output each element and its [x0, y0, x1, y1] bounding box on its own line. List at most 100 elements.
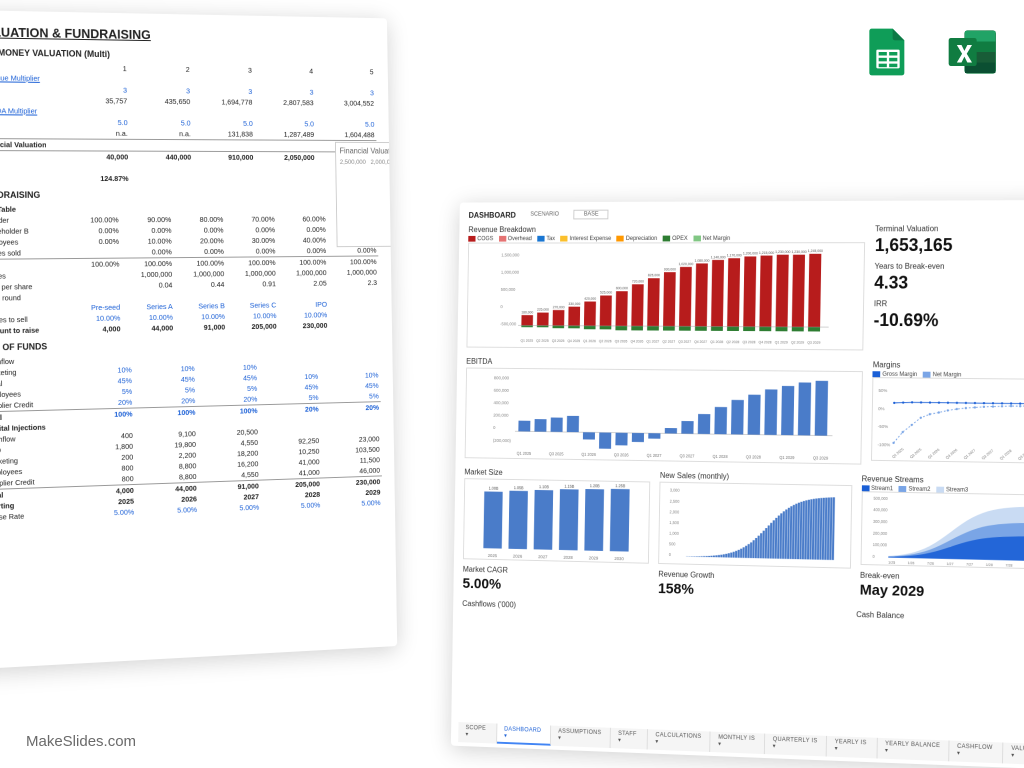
svg-text:2029: 2029 — [589, 555, 599, 560]
tab-monthly-is[interactable]: MONTHLY IS ▾ — [710, 732, 765, 755]
svg-text:420,000: 420,000 — [584, 296, 596, 300]
google-sheets-icon — [860, 24, 916, 85]
svg-text:930,000: 930,000 — [664, 267, 676, 271]
dashboard-spreadsheet: DASHBOARD SCENARIO BASE Revenue Breakdow… — [451, 200, 1024, 768]
svg-text:1,230,000: 1,230,000 — [791, 249, 806, 253]
svg-text:400,000: 400,000 — [873, 507, 888, 512]
svg-text:1/26: 1/26 — [907, 561, 914, 565]
kpi-column: Terminal Valuation1,653,165 Years to Bre… — [873, 224, 1024, 354]
cap-table: Cap Table Founder100.00%90.00%80.00%70.0… — [0, 203, 379, 337]
premoney-table: 12345 Revenue Multiplier 33333 35,757435… — [0, 61, 377, 184]
svg-text:Q3 2026: Q3 2026 — [615, 339, 628, 343]
tab-quarterly-is[interactable]: QUARTERLY IS ▾ — [765, 734, 827, 757]
excel-icon — [944, 24, 1000, 85]
svg-text:Q1 2028: Q1 2028 — [999, 449, 1012, 461]
svg-text:Q1 2027: Q1 2027 — [963, 448, 976, 460]
svg-text:2,500: 2,500 — [670, 498, 680, 503]
svg-text:0: 0 — [872, 554, 875, 559]
svg-text:2028: 2028 — [563, 555, 573, 560]
svg-text:600,000: 600,000 — [494, 388, 510, 393]
svg-text:-50%: -50% — [878, 424, 888, 429]
svg-text:2030: 2030 — [614, 556, 624, 561]
tab-staff[interactable]: STAFF ▾ — [610, 728, 648, 750]
svg-text:Q3 2029: Q3 2029 — [807, 340, 820, 344]
svg-text:600,000: 600,000 — [616, 286, 628, 290]
svg-text:330,000: 330,000 — [568, 302, 580, 306]
tab-yearly-is[interactable]: YEARLY IS ▾ — [827, 736, 878, 759]
svg-text:1,140,000: 1,140,000 — [711, 255, 726, 259]
svg-text:50%: 50% — [879, 388, 888, 393]
svg-text:1,000,000: 1,000,000 — [501, 269, 520, 274]
svg-text:7/27: 7/27 — [966, 563, 973, 567]
svg-text:Q3 2025: Q3 2025 — [910, 448, 923, 460]
tab-assumptions[interactable]: ASSUMPTIONS ▾ — [551, 726, 611, 748]
svg-text:1.20B: 1.20B — [590, 483, 600, 488]
svg-text:Q3 2027: Q3 2027 — [679, 453, 695, 458]
svg-text:400,000: 400,000 — [493, 400, 509, 405]
market-size-chart: 1.00B20251.05B20261.10B20271.15B20281.20… — [463, 478, 651, 564]
new-sales-chart: 3,0002,5002,0001,5001,0005000 — [658, 481, 852, 568]
svg-text:Q3 2025: Q3 2025 — [552, 339, 565, 343]
svg-text:Q4 2025: Q4 2025 — [567, 339, 580, 343]
svg-text:Q1 2027: Q1 2027 — [647, 452, 663, 457]
app-logos — [860, 24, 1000, 85]
svg-text:1.25B: 1.25B — [615, 483, 625, 488]
svg-text:180,000: 180,000 — [521, 310, 533, 314]
market-cagr: 5.00% — [462, 575, 648, 596]
svg-text:Q3 2027: Q3 2027 — [678, 339, 691, 343]
svg-text:1/25: 1/25 — [888, 561, 895, 565]
irr-value: -10.69% — [873, 310, 1024, 332]
svg-text:500,000: 500,000 — [873, 496, 888, 501]
tab-yearly-balance[interactable]: YEARLY BALANCE ▾ — [877, 738, 949, 761]
svg-text:0: 0 — [500, 304, 503, 309]
svg-text:-100%: -100% — [878, 442, 891, 447]
svg-text:2025: 2025 — [488, 553, 498, 558]
years-to-breakeven: 4.33 — [874, 273, 1024, 294]
svg-text:Q1 2025: Q1 2025 — [892, 447, 905, 459]
svg-text:1.15B: 1.15B — [564, 483, 574, 488]
tab-cashflow[interactable]: CASHFLOW ▾ — [949, 741, 1003, 764]
svg-text:Q1 2027: Q1 2027 — [646, 339, 659, 343]
svg-text:Q3 2028: Q3 2028 — [1018, 449, 1024, 461]
sheet-tabs[interactable]: SCOPE ▾DASHBOARD ▾ASSUMPTIONS ▾STAFF ▾CA… — [458, 722, 1024, 765]
svg-text:1,215,000: 1,215,000 — [759, 250, 774, 254]
revenue-multiplier-link[interactable]: Revenue Multiplier — [0, 72, 65, 84]
ebitda-multiplier-link[interactable]: EBITDA Multiplier — [0, 105, 65, 117]
tab-scope[interactable]: SCOPE ▾ — [458, 722, 497, 744]
svg-text:Q4 2026: Q4 2026 — [630, 339, 643, 343]
svg-text:Q3 2025: Q3 2025 — [549, 451, 564, 456]
use-table: CashflowMarketing10%10%10%Legal45%45%45%… — [0, 349, 382, 523]
watermark-text: MakeSlides.com — [26, 733, 136, 750]
svg-text:3,000: 3,000 — [670, 487, 680, 492]
svg-text:Q3 2026: Q3 2026 — [614, 452, 630, 457]
svg-text:1,500,000: 1,500,000 — [501, 252, 520, 257]
svg-text:Q1 2026: Q1 2026 — [581, 451, 596, 456]
svg-text:Q3 2026: Q3 2026 — [945, 448, 958, 460]
scenario-select[interactable]: BASE — [574, 210, 609, 220]
svg-text:825,000: 825,000 — [648, 273, 660, 277]
svg-text:0: 0 — [493, 425, 496, 430]
svg-text:2027: 2027 — [538, 554, 548, 559]
svg-text:Q2 2028: Q2 2028 — [726, 340, 739, 344]
dashboard-top-row: Revenue Breakdown COGSOverheadTaxInteres… — [466, 224, 1024, 354]
svg-text:300,000: 300,000 — [873, 519, 888, 524]
svg-text:Q1 2028: Q1 2028 — [710, 340, 723, 344]
svg-text:225,000: 225,000 — [537, 307, 549, 311]
svg-text:0%: 0% — [878, 406, 885, 411]
svg-text:500,000: 500,000 — [501, 287, 516, 292]
svg-text:Q3 2029: Q3 2029 — [813, 455, 829, 460]
svg-text:Q1 2029: Q1 2029 — [775, 340, 788, 344]
svg-text:Q1 2029: Q1 2029 — [779, 454, 795, 459]
svg-text:Q2 2029: Q2 2029 — [791, 340, 804, 344]
tab-dashboard[interactable]: DASHBOARD ▾ — [497, 724, 551, 746]
svg-text:1.00B: 1.00B — [489, 485, 499, 490]
svg-text:Q4 2027: Q4 2027 — [694, 340, 707, 344]
sheet-title: VALUATION & FUNDRAISING — [0, 24, 375, 46]
tab-calculations[interactable]: CALCULATIONS ▾ — [648, 729, 711, 752]
tab-valuation[interactable]: VALUATION ▾ — [1003, 743, 1024, 766]
svg-text:Q2 2026: Q2 2026 — [599, 339, 612, 343]
svg-text:-500,000: -500,000 — [500, 321, 517, 326]
svg-text:525,000: 525,000 — [600, 290, 612, 294]
svg-text:200,000: 200,000 — [493, 412, 509, 417]
svg-text:1.05B: 1.05B — [514, 485, 524, 490]
